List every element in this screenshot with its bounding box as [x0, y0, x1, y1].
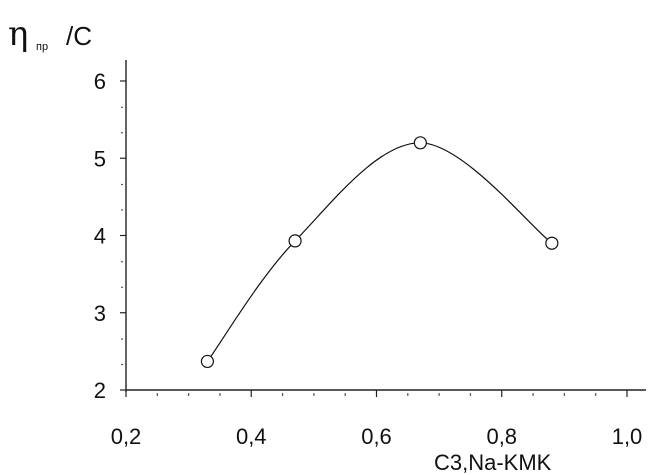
y-tick-label: 5 [94, 146, 106, 171]
x-tick-label: 0,8 [486, 424, 517, 449]
y-axis-subscript: пр [36, 41, 48, 53]
y-tick-label: 6 [94, 69, 106, 94]
data-point [545, 236, 559, 250]
x-ticks: 0,2 0,4 0,6 0,8 1,0 [111, 390, 643, 449]
x-tick-label: 0,6 [361, 424, 392, 449]
series-curve [206, 142, 553, 362]
y-tick-label: 3 [94, 301, 106, 326]
data-point [200, 354, 215, 369]
data-points [200, 136, 559, 369]
data-point [288, 234, 302, 248]
y-ticks: 2 3 4 5 6 [94, 69, 126, 403]
y-axis-suffix: /C [66, 21, 92, 51]
x-tick-label: 1,0 [612, 424, 643, 449]
y-axis-title: η пр /C [8, 14, 92, 54]
y-axis-symbol: η [8, 14, 28, 54]
y-tick-label: 4 [94, 224, 106, 249]
data-point [413, 136, 427, 150]
x-tick-label: 0,4 [236, 424, 267, 449]
x-tick-label: 0,2 [111, 424, 142, 449]
y-tick-label: 2 [94, 378, 106, 403]
x-axis-title: C3,Na-KMK [434, 450, 552, 475]
